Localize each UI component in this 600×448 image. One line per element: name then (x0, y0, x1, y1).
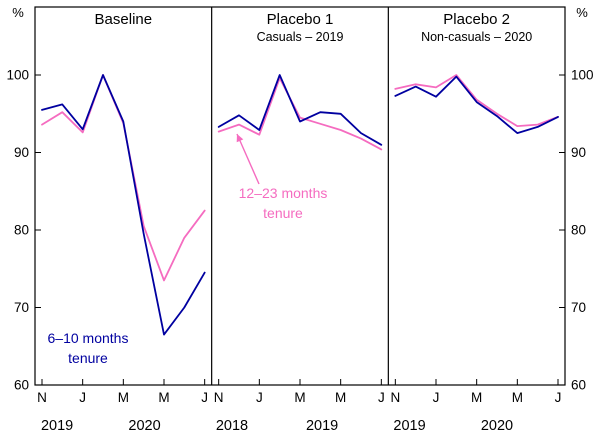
x-month-label: J (555, 390, 562, 405)
x-month-label: N (390, 390, 400, 405)
x-month-label: N (37, 390, 47, 405)
y-axis-label-right: 100 (571, 68, 594, 83)
y-axis-label-left: 90 (14, 145, 29, 160)
x-year-label: 2019 (306, 418, 338, 434)
series-line (41, 74, 206, 336)
blue-series-label: 6–10 months (48, 330, 129, 346)
x-month-label: N (214, 390, 224, 405)
x-year-label: 2020 (128, 418, 160, 434)
x-month-label: M (335, 390, 346, 405)
series-line (217, 77, 383, 151)
blue-series-label: tenure (68, 350, 108, 366)
y-axis-label-left: 100 (6, 68, 29, 83)
y-axis-label-left: 70 (14, 300, 29, 315)
x-month-label: J (433, 390, 440, 405)
panel-subtitle: Casuals – 2019 (257, 30, 344, 44)
x-month-label: M (471, 390, 482, 405)
series-line (394, 74, 559, 127)
x-month-label: J (378, 390, 385, 405)
x-month-label: J (201, 390, 208, 405)
series-line (217, 74, 383, 146)
pink-series-label: tenure (263, 205, 303, 221)
panel-subtitle: Non-casuals – 2020 (421, 30, 532, 44)
y-axis-label-right: 60 (571, 378, 586, 393)
annotation-arrow (236, 133, 260, 185)
x-month-label: M (158, 390, 169, 405)
y-unit-right: % (576, 5, 588, 20)
x-year-label: 2019 (41, 418, 73, 434)
panel-title: Placebo 2 (443, 11, 510, 28)
panel-title: Baseline (95, 11, 153, 28)
y-unit-left: % (12, 5, 24, 20)
y-axis-label-left: 60 (14, 378, 29, 393)
x-year-label: 2020 (481, 418, 513, 434)
series-line (394, 75, 559, 135)
x-year-label: 2018 (216, 418, 248, 434)
panel-title: Placebo 1 (267, 11, 334, 28)
x-month-label: M (294, 390, 305, 405)
pink-series-label: 12–23 months (239, 185, 328, 201)
series-line (41, 74, 206, 282)
y-axis-label-left: 80 (14, 223, 29, 238)
y-axis-label-right: 80 (571, 223, 586, 238)
y-axis-label-right: 70 (571, 300, 586, 315)
x-year-label: 2019 (393, 418, 425, 434)
x-month-label: J (256, 390, 263, 405)
x-month-label: J (79, 390, 86, 405)
annotation-arrowhead (236, 134, 244, 143)
x-month-label: M (512, 390, 523, 405)
x-month-label: M (118, 390, 129, 405)
y-axis-label-right: 90 (571, 145, 586, 160)
